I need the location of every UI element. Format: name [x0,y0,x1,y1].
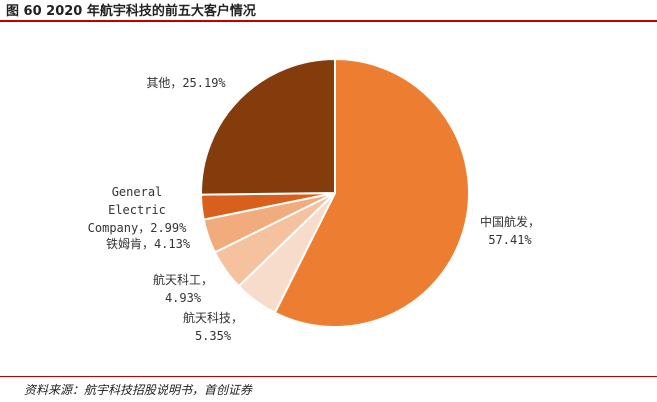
source-note: 资料来源：航宇科技招股说明书，首创证券 [24,383,253,397]
data-label-line: 中国航发， [480,214,540,229]
data-label-line: General [112,185,163,199]
data-label-hangtian-keji: 航天科技， 5.35% [183,310,243,343]
data-label-line: 其他，25.19% [146,76,226,90]
pie-slice-zhongguo-hangfa [273,57,470,328]
data-label-line: 航天科工， [153,272,213,287]
data-label-line: 57.41% [488,233,532,247]
data-label-line: 5.35% [195,329,232,343]
data-label-line: 4.93% [165,291,202,305]
title-rule [0,20,657,22]
data-label-line: Company，2.99% [88,221,187,235]
pie-slice-qita [200,57,336,196]
data-label-tiemuken: 铁姆肯，4.13% [106,237,191,251]
data-label-qita: 其他，25.19% [146,76,226,90]
data-label-line: Electric [108,203,166,217]
source-rule [0,376,657,377]
data-label-zhongguo-hangfa: 中国航发， 57.41% [480,214,540,247]
data-label-hangtian-kegong: 航天科工， 4.93% [153,272,213,305]
data-label-line: 铁姆肯，4.13% [106,237,191,251]
data-label-general-electric: General Electric Company，2.99% [88,185,187,235]
data-label-line: 航天科技， [183,310,243,325]
figure-title: 图 60 2020 年航宇科技的前五大客户情况 [6,4,256,19]
